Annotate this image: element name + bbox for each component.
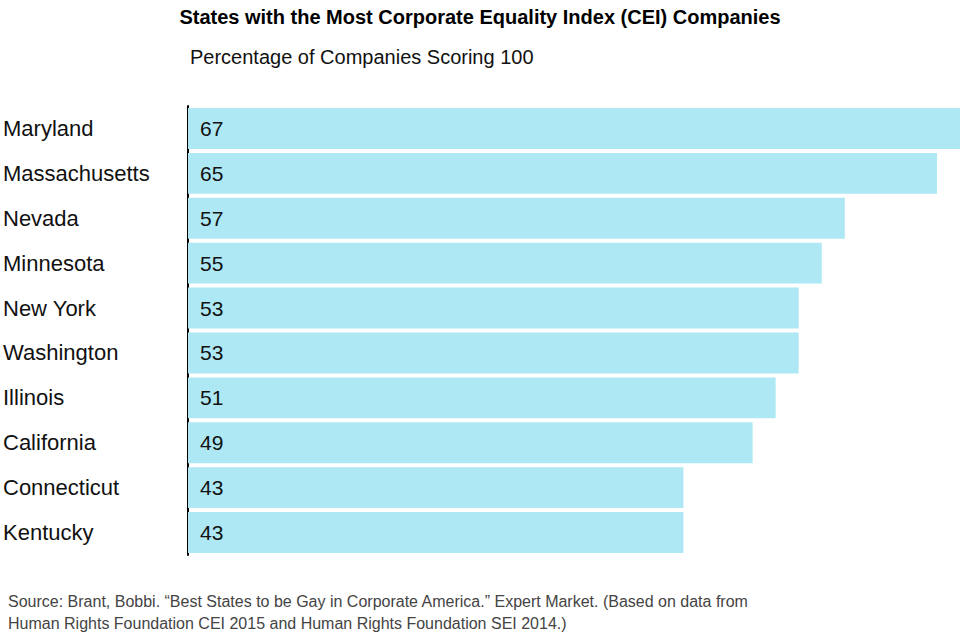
- svg-text:Nevada: Nevada: [3, 206, 80, 231]
- svg-text:Washington: Washington: [3, 340, 118, 365]
- svg-text:65: 65: [200, 162, 223, 185]
- svg-text:States with the Most Corporate: States with the Most Corporate Equality …: [179, 6, 780, 28]
- svg-text:Connecticut: Connecticut: [3, 475, 119, 500]
- svg-text:Source: Brant, Bobbi. “Best St: Source: Brant, Bobbi. “Best States to be…: [8, 593, 748, 610]
- svg-text:Maryland: Maryland: [3, 116, 93, 141]
- svg-text:51: 51: [200, 386, 223, 409]
- svg-text:43: 43: [200, 476, 223, 499]
- svg-text:Kentucky: Kentucky: [3, 520, 94, 545]
- svg-text:43: 43: [200, 521, 223, 544]
- svg-text:New York: New York: [3, 296, 97, 321]
- svg-text:Percentage of Companies Scorin: Percentage of Companies Scoring 100: [190, 46, 534, 68]
- svg-text:Massachusetts: Massachusetts: [3, 161, 150, 186]
- svg-text:53: 53: [200, 297, 223, 320]
- svg-text:Illinois: Illinois: [3, 385, 64, 410]
- svg-text:49: 49: [200, 431, 223, 454]
- svg-text:67: 67: [200, 117, 223, 140]
- svg-text:Minnesota: Minnesota: [3, 251, 105, 276]
- svg-text:57: 57: [200, 207, 223, 230]
- svg-text:Human Rights Foundation CEI 20: Human Rights Foundation CEI 2015 and Hum…: [8, 615, 567, 632]
- svg-text:53: 53: [200, 341, 223, 364]
- svg-text:55: 55: [200, 252, 223, 275]
- svg-text:California: California: [3, 430, 97, 455]
